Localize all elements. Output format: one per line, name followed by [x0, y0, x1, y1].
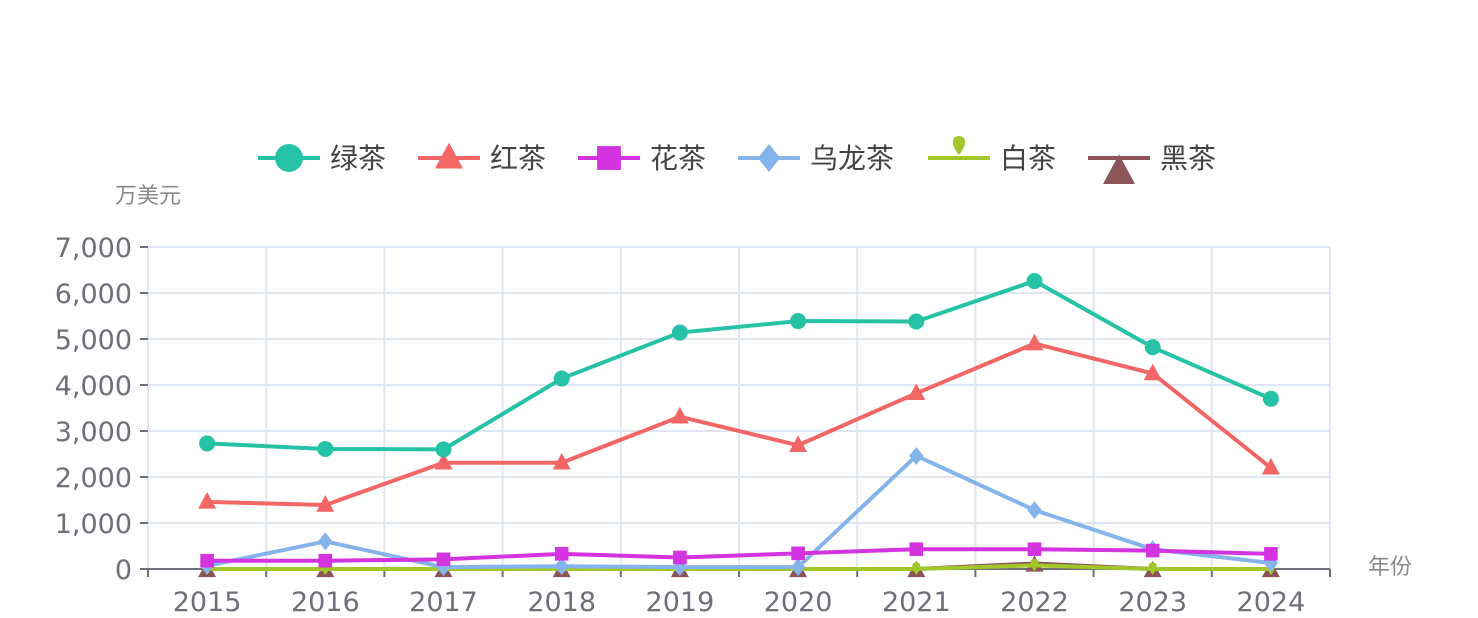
- data-point: [1264, 547, 1278, 561]
- series-line: [207, 279, 1272, 452]
- series-1: [199, 273, 1279, 458]
- data-point: [1030, 558, 1039, 572]
- data-point: [1027, 501, 1042, 520]
- data-point: [1261, 457, 1280, 475]
- legend-marker: [952, 136, 966, 155]
- legend-label: 绿茶: [330, 142, 386, 175]
- x-axis-label: 年份: [1368, 555, 1412, 580]
- series-2: [198, 333, 1280, 512]
- data-point: [552, 452, 571, 470]
- legend-marker: [435, 142, 463, 169]
- data-point: [907, 383, 926, 401]
- legend-marker: [1103, 154, 1135, 184]
- data-point: [318, 532, 333, 551]
- y-tick-label: 7,000: [55, 233, 132, 264]
- data-point: [198, 491, 217, 509]
- data-point: [1027, 542, 1042, 557]
- data-point: [318, 553, 333, 568]
- data-point: [1025, 333, 1044, 351]
- legend-label: 乌龙茶: [810, 142, 894, 175]
- legend-label: 花茶: [650, 142, 706, 175]
- data-point: [670, 406, 689, 424]
- y-axis: 0 1,000 2,000 3,000 4,000 5,000 6,000 7,000: [55, 233, 148, 586]
- data-point: [790, 558, 806, 577]
- legend-item: 乌龙茶: [738, 142, 894, 175]
- data-point: [435, 441, 452, 458]
- data-point: [316, 495, 335, 512]
- x-tick-label: 2016: [291, 587, 360, 618]
- legend-marker: [757, 144, 781, 172]
- data-point: [673, 550, 687, 565]
- x-tick-label: 2018: [527, 587, 596, 618]
- y-tick-label: 4,000: [55, 371, 132, 402]
- series-line: [206, 453, 1272, 570]
- x-tick-label: 2022: [1000, 587, 1069, 618]
- legend-item: 红茶: [418, 142, 546, 175]
- data-point: [200, 553, 214, 568]
- x-tick-label: 2023: [1118, 587, 1187, 618]
- legend-item: 花茶: [578, 142, 706, 175]
- legend: 绿茶 红茶 花茶 乌龙茶 白茶 黑茶: [258, 136, 1216, 184]
- data-point: [1026, 273, 1043, 290]
- legend-label: 白茶: [1000, 142, 1056, 175]
- data-point: [317, 440, 334, 457]
- x-tick-label: 2019: [646, 587, 715, 618]
- plot-area: [198, 273, 1280, 578]
- series-line: [207, 341, 1273, 508]
- data-point: [671, 324, 688, 341]
- data-point: [1144, 339, 1161, 356]
- series-3: [200, 542, 1278, 568]
- x-tick-label: 2024: [1237, 587, 1306, 618]
- y-tick-label: 2,000: [55, 463, 132, 494]
- legend-item: 白茶: [928, 136, 1056, 175]
- legend-label: 红茶: [490, 142, 546, 175]
- data-point: [434, 452, 453, 470]
- y-tick-label: 5,000: [55, 325, 132, 356]
- y-tick-label: 0: [115, 555, 132, 586]
- data-point: [436, 552, 451, 567]
- data-point: [1145, 543, 1160, 558]
- data-point: [553, 370, 570, 387]
- data-point: [554, 557, 569, 576]
- data-point: [1262, 390, 1279, 407]
- data-point: [908, 313, 925, 330]
- grid-lines: [147, 246, 1331, 569]
- data-point: [912, 562, 921, 575]
- data-point: [909, 446, 924, 465]
- x-tick-label: 2021: [882, 587, 951, 618]
- data-point: [909, 542, 924, 557]
- y-tick-label: 3,000: [55, 417, 132, 448]
- legend-label: 黑茶: [1160, 142, 1216, 175]
- x-tick-label: 2020: [764, 587, 833, 618]
- data-point: [199, 435, 216, 452]
- series-line: [207, 547, 1271, 563]
- legend-marker: [597, 146, 621, 170]
- data-point: [789, 435, 808, 453]
- data-point: [1148, 562, 1157, 575]
- data-point: [791, 546, 805, 561]
- y-tick-label: 1,000: [55, 509, 132, 540]
- y-tick-label: 6,000: [55, 279, 132, 310]
- data-point: [554, 547, 569, 561]
- x-tick-label: 2015: [173, 587, 242, 618]
- legend-marker: [275, 144, 303, 172]
- y-axis-label: 万美元: [115, 184, 181, 209]
- legend-item: 绿茶: [258, 142, 386, 175]
- data-point: [1143, 363, 1162, 381]
- data-point: [790, 313, 807, 330]
- legend-item: 黑茶: [1088, 142, 1216, 184]
- x-tick-label: 2017: [409, 587, 478, 618]
